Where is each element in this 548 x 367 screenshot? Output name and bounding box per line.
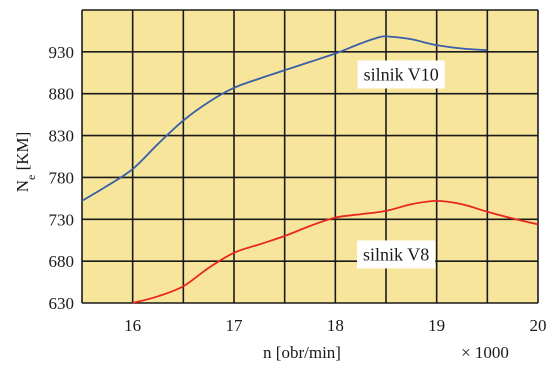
series-label-text: silnik V8 xyxy=(363,244,429,264)
y-axis-label-main: N xyxy=(13,180,32,192)
series-line-1 xyxy=(81,35,488,202)
x-axis-label: n [obr/min] xyxy=(263,343,341,362)
y-axis-label-unit: [KM] xyxy=(13,132,32,175)
series-label-2: silnik V8 xyxy=(357,240,436,269)
x-tick-label: 17 xyxy=(226,316,244,335)
x-tick-label: 16 xyxy=(124,316,141,335)
x-tick-label: 20 xyxy=(530,316,547,335)
y-tick-label: 630 xyxy=(49,294,75,313)
series-labels: silnik V10 silnik V8 xyxy=(357,60,445,269)
y-tick-label: 680 xyxy=(49,252,75,271)
series-label-text: silnik V10 xyxy=(364,64,439,84)
series-label-1: silnik V10 xyxy=(357,60,445,89)
y-axis-label-subscript: e xyxy=(24,175,38,180)
y-tick-label: 930 xyxy=(49,43,75,62)
series-layer xyxy=(81,35,539,304)
y-axis-label: Ne [KM] xyxy=(13,132,38,193)
grid-lines xyxy=(81,9,539,304)
y-tick-label: 830 xyxy=(49,127,75,146)
y-tick-label: 880 xyxy=(49,85,75,104)
tick-labels: 630 680 730 780 830 880 930 16 17 18 19 20 xyxy=(49,43,547,335)
y-tick-label: 730 xyxy=(49,210,75,229)
x-tick-label: 18 xyxy=(327,316,344,335)
plot-background xyxy=(82,10,538,303)
x-tick-label: 19 xyxy=(428,316,445,335)
x-axis-multiplier: × 1000 xyxy=(461,343,509,362)
series-line-2 xyxy=(132,199,539,304)
series-label-box xyxy=(357,240,436,269)
y-tick-label: 780 xyxy=(49,168,75,187)
series-label-box xyxy=(357,60,445,89)
